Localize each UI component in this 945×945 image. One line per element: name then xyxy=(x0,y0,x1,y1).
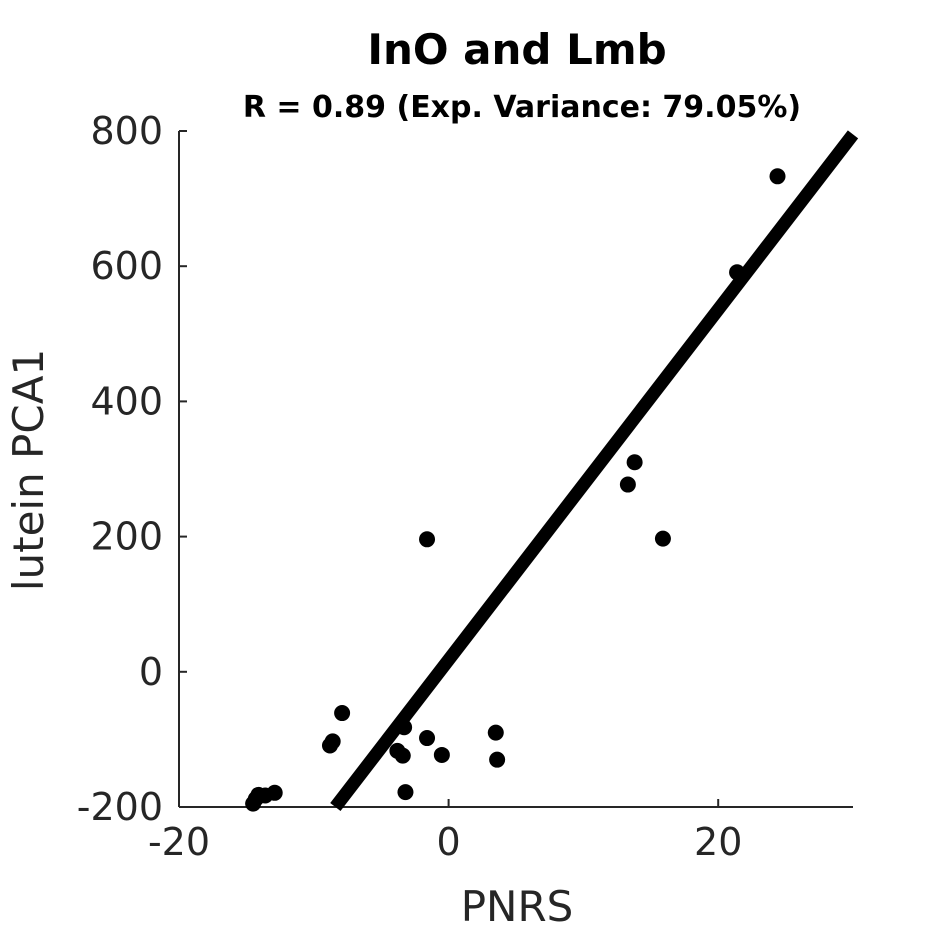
data-point xyxy=(433,746,450,763)
y-tick-label: 800 xyxy=(90,109,163,153)
chart-subtitle: R = 0.89 (Exp. Variance: 79.05%) xyxy=(243,90,801,125)
data-point xyxy=(769,168,786,185)
y-tick-label: 200 xyxy=(90,515,163,559)
data-point xyxy=(654,530,671,547)
y-tick-label: -200 xyxy=(77,785,163,829)
data-point xyxy=(489,751,506,768)
data-point xyxy=(396,719,413,736)
data-point xyxy=(619,476,636,493)
data-point xyxy=(419,531,436,548)
x-axis-label: PNRS xyxy=(461,882,574,931)
data-point xyxy=(324,733,341,750)
fit-line-group xyxy=(330,130,859,811)
regression-line xyxy=(330,130,859,811)
data-point xyxy=(266,784,283,801)
y-tick-label: 600 xyxy=(90,244,163,288)
data-points xyxy=(245,168,786,812)
data-point xyxy=(397,784,414,801)
y-tick-label: 400 xyxy=(90,379,163,423)
data-point xyxy=(487,724,504,741)
data-point xyxy=(334,705,351,722)
data-point xyxy=(626,454,643,471)
data-point xyxy=(419,730,436,747)
data-point xyxy=(394,747,411,764)
x-tick-label: 0 xyxy=(437,820,461,864)
data-point xyxy=(729,264,746,281)
x-tick-label: 20 xyxy=(694,820,742,864)
y-axis-label: lutein PCA1 xyxy=(4,349,53,591)
y-tick-label: 0 xyxy=(139,650,163,694)
chart-title: InO and Lmb xyxy=(367,25,666,74)
x-tick-label: -20 xyxy=(148,820,210,864)
